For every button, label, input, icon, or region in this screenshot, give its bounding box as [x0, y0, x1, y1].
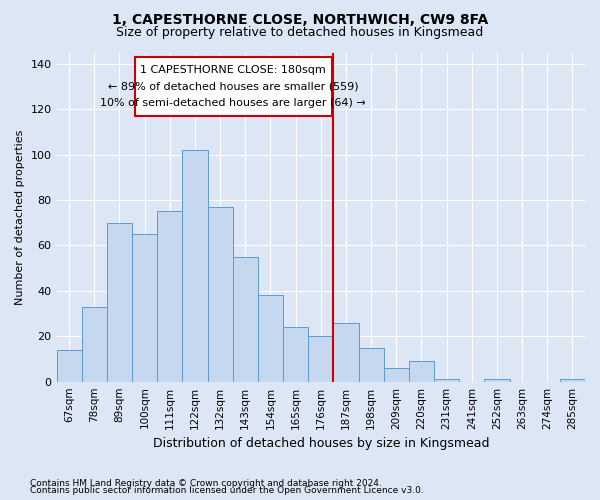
Bar [434, 380, 459, 382]
Text: 10% of semi-detached houses are larger (64) →: 10% of semi-detached houses are larger (… [100, 98, 366, 108]
Text: Contains public sector information licensed under the Open Government Licence v3: Contains public sector information licen… [30, 486, 424, 495]
Bar [157, 212, 182, 382]
Text: Size of property relative to detached houses in Kingsmead: Size of property relative to detached ho… [116, 26, 484, 39]
Bar [233, 257, 258, 382]
Bar [182, 150, 208, 382]
Bar [208, 207, 233, 382]
Bar [107, 223, 132, 382]
Bar [56, 350, 82, 382]
Bar [308, 336, 334, 382]
Bar [258, 296, 283, 382]
Bar [560, 380, 585, 382]
Y-axis label: Number of detached properties: Number of detached properties [15, 130, 25, 305]
Bar [383, 368, 409, 382]
Bar [283, 327, 308, 382]
Text: 1 CAPESTHORNE CLOSE: 180sqm: 1 CAPESTHORNE CLOSE: 180sqm [140, 65, 326, 75]
Bar [409, 361, 434, 382]
Text: 1, CAPESTHORNE CLOSE, NORTHWICH, CW9 8FA: 1, CAPESTHORNE CLOSE, NORTHWICH, CW9 8FA [112, 12, 488, 26]
Bar [359, 348, 383, 382]
Bar [134, 57, 332, 116]
Text: ← 89% of detached houses are smaller (559): ← 89% of detached houses are smaller (55… [108, 82, 359, 92]
Bar [334, 322, 359, 382]
Bar [132, 234, 157, 382]
X-axis label: Distribution of detached houses by size in Kingsmead: Distribution of detached houses by size … [152, 437, 489, 450]
Bar [484, 380, 509, 382]
Bar [82, 307, 107, 382]
Text: Contains HM Land Registry data © Crown copyright and database right 2024.: Contains HM Land Registry data © Crown c… [30, 478, 382, 488]
